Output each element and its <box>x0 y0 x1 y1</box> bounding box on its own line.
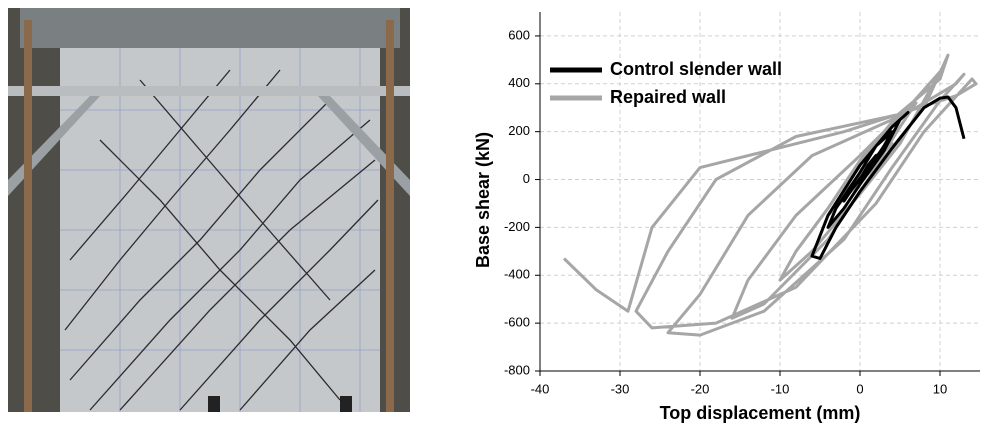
y-tick-label: -200 <box>504 219 530 234</box>
left-column <box>24 20 32 412</box>
legend-label: Repaired wall <box>610 87 726 107</box>
data-line <box>810 95 966 260</box>
y-axis-title: Base shear (kN) <box>473 132 493 268</box>
y-tick-label: 0 <box>523 171 530 186</box>
horizontal-beam <box>8 86 410 96</box>
y-tick-label: -400 <box>504 267 530 282</box>
x-tick-label: -30 <box>611 381 630 396</box>
top-beam <box>20 8 400 48</box>
x-tick-label: -40 <box>531 381 550 396</box>
y-tick-label: -800 <box>504 362 530 377</box>
cracks <box>64 69 379 411</box>
y-tick-label: 600 <box>508 27 530 42</box>
x-tick-label: 0 <box>856 381 863 396</box>
anchor <box>340 396 352 412</box>
x-tick-label: -20 <box>691 381 710 396</box>
right-column <box>386 20 394 412</box>
specimen-photo <box>8 8 410 412</box>
y-tick-label: -600 <box>504 315 530 330</box>
chart: Top displacement (mm) Base shear (kN) -8… <box>473 12 980 423</box>
x-tick-label: -10 <box>771 381 790 396</box>
x-axis-title: Top displacement (mm) <box>660 403 861 423</box>
legend-label: Control slender wall <box>610 59 782 79</box>
y-tick-label: 400 <box>508 75 530 90</box>
x-tick-label: 10 <box>933 381 947 396</box>
anchor <box>208 396 220 412</box>
data-line <box>562 53 978 337</box>
y-tick-label: 200 <box>508 123 530 138</box>
